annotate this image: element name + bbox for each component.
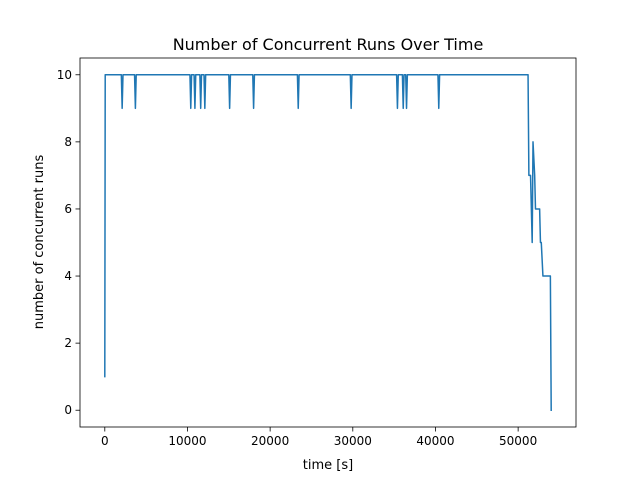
axes: 0 10000 20000 30000 40000 50000 0 2 4 6 8 10 (57, 57, 577, 448)
x-tick-label: 20000 (251, 434, 289, 448)
y-tick-label: 8 (64, 135, 72, 149)
plot-area (104, 74, 552, 411)
x-tick-label: 0 (101, 434, 109, 448)
axes-frame (79, 57, 577, 428)
y-tick-label: 2 (64, 336, 72, 350)
chart-title: Number of Concurrent Runs Over Time (173, 35, 484, 54)
x-tick-label: 50000 (499, 434, 537, 448)
series-line-0 (104, 74, 552, 411)
x-tick-label: 30000 (334, 434, 372, 448)
y-tick-label: 10 (57, 68, 72, 82)
x-axis-label: time [s] (303, 458, 353, 473)
x-tick-label: 40000 (416, 434, 454, 448)
y-axis-label: number of concurrent runs (32, 155, 47, 330)
x-tick-label: 10000 (168, 434, 206, 448)
y-tick-label: 4 (64, 269, 72, 283)
y-tick-label: 0 (64, 403, 72, 417)
y-tick-label: 6 (64, 202, 72, 216)
